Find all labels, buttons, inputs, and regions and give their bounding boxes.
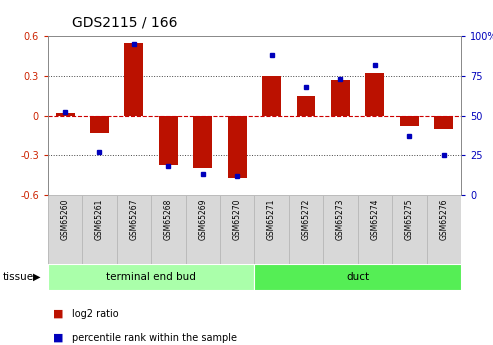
Bar (193, 116, 212, 168)
Bar (331, 80, 350, 116)
Bar (426, 195, 461, 264)
Bar (254, 264, 461, 290)
Bar (124, 43, 143, 116)
Text: tissue: tissue (2, 272, 34, 282)
Bar (151, 195, 185, 264)
Bar (392, 195, 426, 264)
Text: GSM65267: GSM65267 (129, 198, 139, 240)
Bar (220, 195, 254, 264)
Text: GSM65269: GSM65269 (198, 198, 207, 240)
Text: terminal end bud: terminal end bud (106, 272, 196, 282)
Bar (357, 195, 392, 264)
Bar (82, 195, 117, 264)
Bar (400, 116, 419, 126)
Text: GSM65275: GSM65275 (405, 198, 414, 240)
Text: ■: ■ (53, 333, 63, 343)
Text: GSM65276: GSM65276 (439, 198, 448, 240)
Text: GSM65261: GSM65261 (95, 198, 104, 240)
Bar (48, 264, 254, 290)
Text: log2 ratio: log2 ratio (72, 309, 119, 319)
Bar (434, 116, 453, 129)
Bar (159, 116, 178, 165)
Text: duct: duct (346, 272, 369, 282)
Text: GSM65260: GSM65260 (61, 198, 70, 240)
Text: ■: ■ (53, 309, 63, 319)
Bar (185, 195, 220, 264)
Bar (254, 195, 289, 264)
Text: GSM65274: GSM65274 (370, 198, 380, 240)
Bar (48, 195, 82, 264)
Text: ▶: ▶ (33, 272, 40, 282)
Bar (289, 195, 323, 264)
Bar (297, 96, 316, 116)
Text: GSM65268: GSM65268 (164, 198, 173, 240)
Text: GSM65271: GSM65271 (267, 198, 276, 240)
Bar (262, 76, 281, 116)
Bar (323, 195, 358, 264)
Text: GSM65272: GSM65272 (302, 198, 311, 240)
Text: GSM65273: GSM65273 (336, 198, 345, 240)
Text: GDS2115 / 166: GDS2115 / 166 (72, 15, 178, 29)
Bar (117, 195, 151, 264)
Text: GSM65270: GSM65270 (233, 198, 242, 240)
Bar (365, 73, 385, 116)
Bar (90, 116, 109, 133)
Bar (56, 113, 74, 116)
Text: percentile rank within the sample: percentile rank within the sample (72, 333, 238, 343)
Bar (228, 116, 246, 178)
